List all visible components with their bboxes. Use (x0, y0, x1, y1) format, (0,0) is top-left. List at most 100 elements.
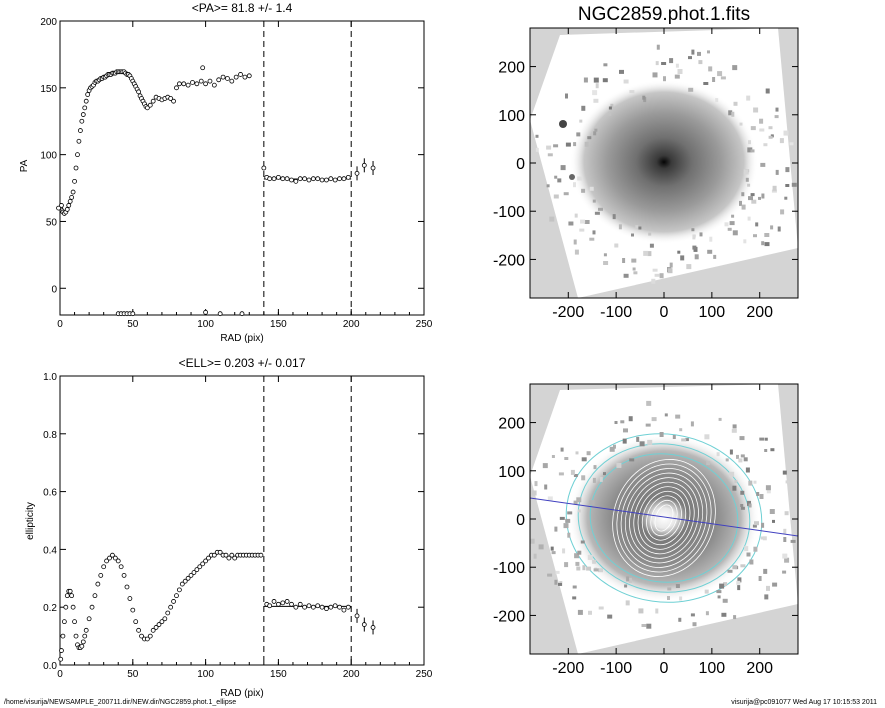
noise-pixel (656, 44, 660, 50)
noise-pixel (655, 608, 659, 614)
data-point (98, 573, 104, 578)
data-point (239, 311, 245, 317)
noise-pixel (692, 245, 697, 250)
noise-pixel (724, 222, 729, 227)
data-point (171, 98, 176, 104)
data-point (82, 633, 88, 639)
data-point (73, 165, 79, 171)
data-point (176, 587, 182, 593)
noise-pixel (727, 569, 733, 573)
noise-pixel (544, 484, 548, 490)
noise-pixel (692, 234, 696, 240)
noise-pixel (762, 536, 767, 541)
noise-pixel (721, 612, 727, 617)
x-tick-label: -200 (552, 660, 584, 677)
noise-pixel (748, 196, 753, 201)
x-tick-label: -100 (600, 660, 632, 677)
noise-pixel (785, 480, 790, 484)
y-tick-label: 200 (498, 60, 525, 77)
y-tick-label: 1.0 (43, 372, 57, 383)
noise-pixel (752, 524, 757, 528)
x-tick-label: 200 (343, 669, 360, 680)
noise-pixel (753, 107, 759, 113)
noise-pixel (568, 221, 574, 226)
noise-pixel (785, 184, 790, 187)
noise-pixel (771, 189, 777, 193)
noise-pixel (774, 115, 779, 119)
noise-pixel (705, 611, 709, 616)
noise-pixel (562, 548, 566, 554)
x-tick-label: 250 (416, 669, 433, 680)
noise-pixel (768, 135, 773, 139)
data-point (310, 604, 316, 610)
noise-pixel (692, 622, 697, 627)
noise-pixel (629, 458, 635, 462)
noise-pixel (583, 77, 588, 83)
noise-pixel (782, 570, 787, 574)
noise-pixel (764, 233, 770, 237)
data-point (226, 555, 232, 561)
data-point (191, 570, 197, 575)
noise-pixel (739, 122, 743, 126)
noise-pixel (610, 103, 614, 108)
noise-pixel (690, 613, 695, 617)
noise-pixel (755, 222, 759, 227)
noise-pixel (715, 98, 719, 103)
noise-pixel (672, 435, 676, 439)
noise-pixel (564, 562, 569, 568)
noise-pixel (782, 553, 788, 559)
noise-pixel (553, 144, 559, 148)
noise-pixel (772, 185, 777, 191)
noise-pixel (638, 226, 642, 230)
noise-pixel (573, 142, 577, 147)
data-point (200, 561, 206, 567)
noise-pixel (631, 258, 637, 263)
noise-pixel (667, 587, 672, 591)
noise-pixel (717, 71, 723, 77)
noise-pixel (573, 474, 578, 477)
noise-pixel (663, 76, 666, 82)
noise-pixel (731, 111, 735, 117)
noise-pixel (655, 61, 659, 66)
noise-pixel (557, 178, 562, 183)
ellipticity-plot: <ELL>= 0.203 +/- 0.017 ellipticity RAD (… (25, 356, 433, 699)
noise-pixel (782, 470, 787, 475)
pa-plot-xlabel: RAD (pix) (220, 333, 263, 344)
data-point (95, 581, 101, 587)
noise-pixel (560, 447, 564, 452)
data-point (370, 165, 376, 171)
noise-pixel (534, 481, 538, 487)
noise-pixel (749, 559, 754, 565)
contour-outer (577, 443, 751, 593)
noise-pixel (567, 511, 573, 515)
noise-pixel (732, 565, 738, 570)
data-point (267, 603, 273, 609)
noise-pixel (678, 617, 682, 622)
noise-pixel (750, 149, 755, 153)
noise-pixel (589, 237, 595, 241)
data-point (85, 92, 91, 97)
y-tick-label: -100 (493, 560, 525, 577)
data-point (79, 643, 85, 649)
noise-pixel (576, 497, 582, 503)
noise-pixel (624, 584, 628, 588)
noise-pixel (580, 219, 586, 224)
pa-plot-ylabel: PA (19, 159, 30, 172)
noise-pixel (608, 112, 612, 116)
noise-pixel (707, 249, 713, 254)
noise-pixel (602, 78, 608, 83)
noise-pixel (765, 485, 771, 491)
noise-pixel (680, 255, 685, 261)
noise-pixel (575, 561, 580, 566)
noise-pixel (784, 196, 788, 200)
data-point (59, 648, 64, 653)
x-tick-label: 100 (699, 304, 726, 321)
x-tick-label: 150 (270, 669, 287, 680)
noise-pixel (745, 177, 749, 182)
y-tick-label: -100 (493, 204, 525, 221)
y-tick-label: 0 (516, 156, 525, 173)
y-tick-label: 0.8 (43, 430, 57, 441)
pa-plot-points (56, 65, 376, 317)
noise-pixel (720, 76, 726, 80)
noise-pixel (592, 559, 597, 564)
